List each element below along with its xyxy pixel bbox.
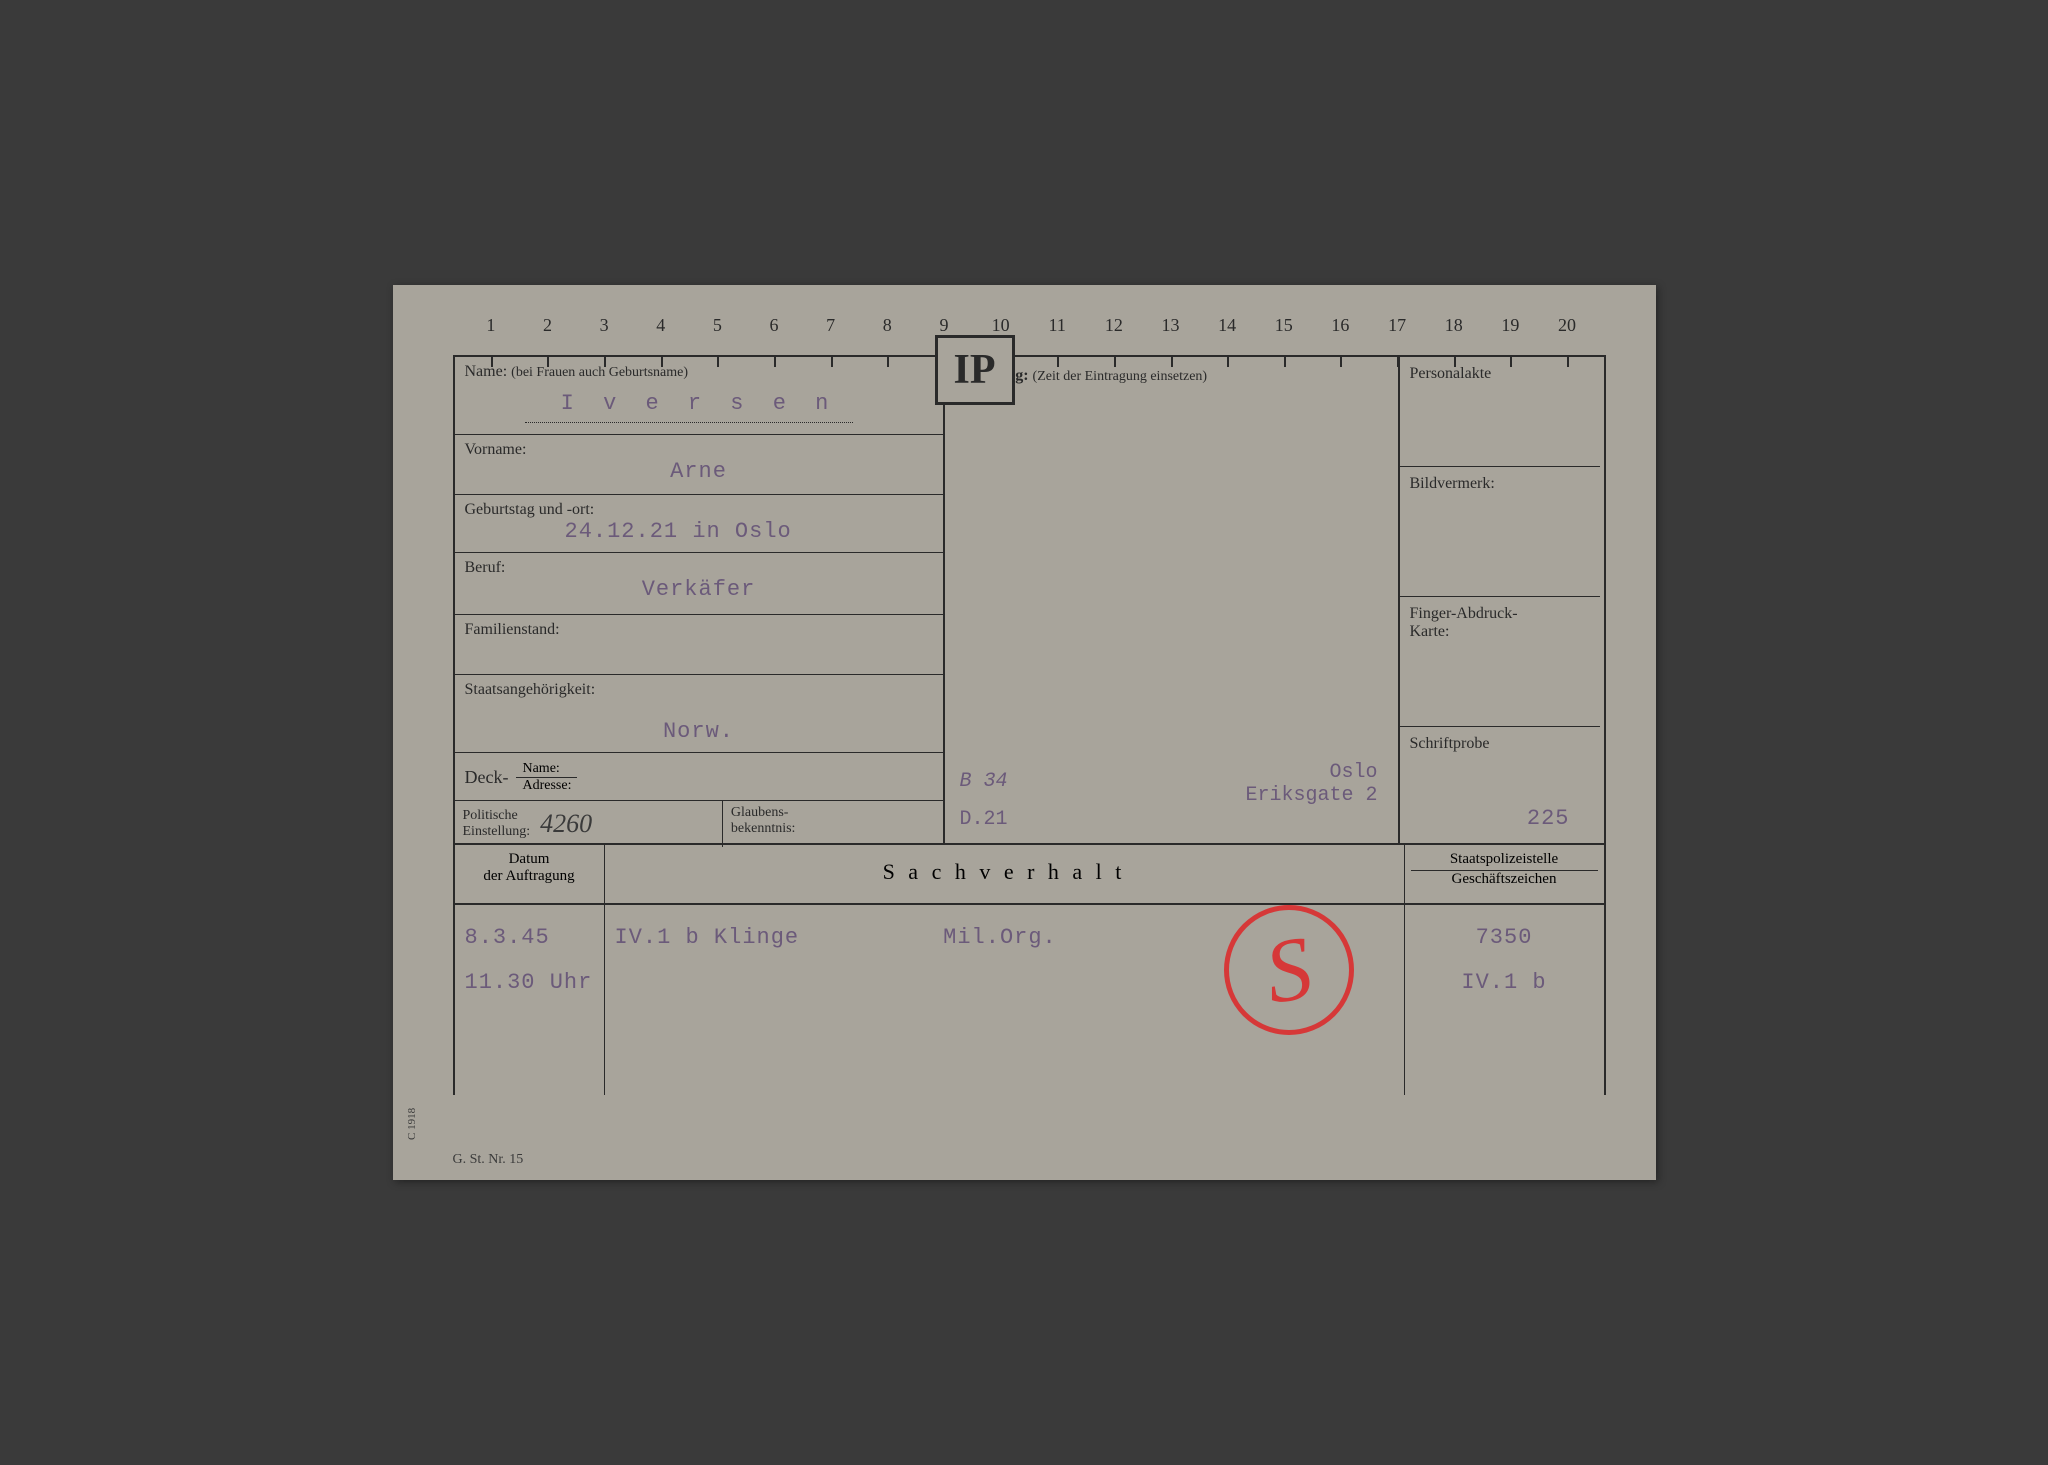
addr-street: Eriksgate 2 <box>1245 784 1377 807</box>
entry-num: 7350 <box>1415 925 1594 950</box>
geschaeft-label: Geschäftszeichen <box>1411 871 1598 888</box>
pol-label1: Politische <box>463 808 531 824</box>
ip-code-box: IP <box>935 335 1015 405</box>
main-form: IP Name: (bei Frauen auch Geburtsname) I… <box>453 355 1606 845</box>
stamp-letter: S <box>1257 915 1319 1024</box>
firstname-value: Arne <box>670 459 727 484</box>
occupation-field: Beruf: Verkäfer <box>455 553 943 615</box>
alias-field: Deck- Name: Adresse: <box>455 753 943 801</box>
finger-label1: Finger-Abdruck- <box>1410 605 1518 622</box>
bildvermerk-cell: Bildvermerk: <box>1400 467 1600 597</box>
schriftprobe-cell: Schriftprobe 225 <box>1400 727 1600 845</box>
record-card: 1 2 3 4 5 6 7 8 9 10 11 12 13 14 15 16 1… <box>393 285 1656 1180</box>
side-code: C 1918 <box>406 1108 418 1140</box>
rel-label1: Glaubens- <box>731 805 935 821</box>
nationality-value: Norw. <box>663 719 734 744</box>
religion-field: Glaubens- bekenntnis: <box>723 801 943 847</box>
right-column: Personalakte Bildvermerk: Finger-Abdruck… <box>1400 357 1600 843</box>
entry-code: IV.1 b <box>1415 970 1594 995</box>
ruler-tick: 2 <box>519 315 576 355</box>
political-value: 4260 <box>540 809 592 839</box>
ruler-tick: 4 <box>632 315 689 355</box>
firstname-label: Vorname: <box>465 441 527 458</box>
ruler-tick: 12 <box>1086 315 1143 355</box>
ruler-tick: 19 <box>1482 315 1539 355</box>
wohnung-sublabel: (Zeit der Eintragung einsetzen) <box>1033 369 1208 384</box>
red-stamp: S <box>1224 905 1354 1035</box>
marital-label: Familienstand: <box>465 621 560 638</box>
ruler-tick: 20 <box>1539 315 1596 355</box>
personalakte-cell: Personalakte <box>1400 357 1600 467</box>
geschaeft-header: Staatspolizeistelle Geschäftszeichen <box>1404 845 1604 903</box>
nationality-field: Staatsangehörigkeit: Norw. <box>455 675 943 753</box>
ruler-tick: 17 <box>1369 315 1426 355</box>
ruler-tick: 16 <box>1312 315 1369 355</box>
schrift-value: 225 <box>1527 806 1570 831</box>
deck-address-label: Adresse: <box>516 778 577 794</box>
ruler: 1 2 3 4 5 6 7 8 9 10 11 12 13 14 15 16 1… <box>453 315 1606 355</box>
bottom-row: Politische Einstellung: 4260 Glaubens- b… <box>455 801 943 847</box>
fingerabdruck-cell: Finger-Abdruck- Karte: <box>1400 597 1600 727</box>
entries-section: 8.3.45 11.30 Uhr IV.1 b Klinge Mil.Org. … <box>453 905 1606 1095</box>
entry-time: 11.30 Uhr <box>465 970 594 995</box>
occupation-label: Beruf: <box>465 559 506 576</box>
surname-value: I v e r s e n <box>561 391 837 416</box>
entry-date: 8.3.45 <box>465 925 594 950</box>
d-code: D.21 <box>960 808 1008 831</box>
staatspolizei-label: Staatspolizeistelle <box>1411 851 1598 871</box>
middle-column: Wohnung: (Zeit der Eintragung einsetzen)… <box>945 357 1400 843</box>
name-label: Name: <box>465 363 508 380</box>
firstname-field: Vorname: Arne <box>455 435 943 495</box>
datum-label1: Datum <box>461 851 598 868</box>
birth-label: Geburtstag und -ort: <box>465 501 595 518</box>
datum-label2: der Auftragung <box>461 868 598 885</box>
ruler-tick: 7 <box>802 315 859 355</box>
left-column: Name: (bei Frauen auch Geburtsname) I v … <box>455 357 945 843</box>
entry-ref: IV.1 b Klinge <box>615 925 800 950</box>
name-sublabel: (bei Frauen auch Geburtsname) <box>511 365 688 380</box>
entry-code-col: 7350 IV.1 b <box>1404 905 1604 1095</box>
schrift-label: Schriftprobe <box>1410 735 1490 752</box>
datum-header: Datum der Auftragung <box>455 845 605 903</box>
nationality-label: Staatsangehörigkeit: <box>465 681 596 698</box>
name-field: Name: (bei Frauen auch Geburtsname) I v … <box>455 357 943 435</box>
entry-date-col: 8.3.45 11.30 Uhr <box>455 905 605 1095</box>
birth-field: Geburtstag und -ort: 24.12.21 in Oslo <box>455 495 943 553</box>
ruler-tick: 8 <box>859 315 916 355</box>
occupation-value: Verkäfer <box>642 577 756 602</box>
deck-label: Deck- <box>465 767 509 788</box>
entry-org: Mil.Org. <box>943 925 1057 950</box>
ruler-tick: 18 <box>1425 315 1482 355</box>
ruler-tick: 13 <box>1142 315 1199 355</box>
deck-name-label: Name: <box>516 761 577 778</box>
political-field: Politische Einstellung: 4260 <box>455 801 723 847</box>
b-code: B 34 <box>960 770 1008 793</box>
ruler-tick: 11 <box>1029 315 1086 355</box>
ruler-tick: 1 <box>463 315 520 355</box>
marital-field: Familienstand: <box>455 615 943 675</box>
sachverhalt-header: Datum der Auftragung S a c h v e r h a l… <box>453 845 1606 905</box>
birth-value: 24.12.21 in Oslo <box>565 519 792 544</box>
finger-label2: Karte: <box>1410 623 1450 640</box>
rel-label2: bekenntnis: <box>731 821 935 837</box>
entry-main-col: IV.1 b Klinge Mil.Org. S <box>605 905 1404 1095</box>
addr-city: Oslo <box>1245 761 1377 784</box>
form-number: G. St. Nr. 15 <box>453 1152 524 1168</box>
ruler-tick: 5 <box>689 315 746 355</box>
ruler-tick: 14 <box>1199 315 1256 355</box>
pol-label2: Einstellung: <box>463 824 531 840</box>
ruler-tick: 3 <box>576 315 633 355</box>
ruler-tick: 15 <box>1255 315 1312 355</box>
sachverhalt-title: S a c h v e r h a l t <box>605 845 1404 903</box>
ruler-tick: 6 <box>746 315 803 355</box>
